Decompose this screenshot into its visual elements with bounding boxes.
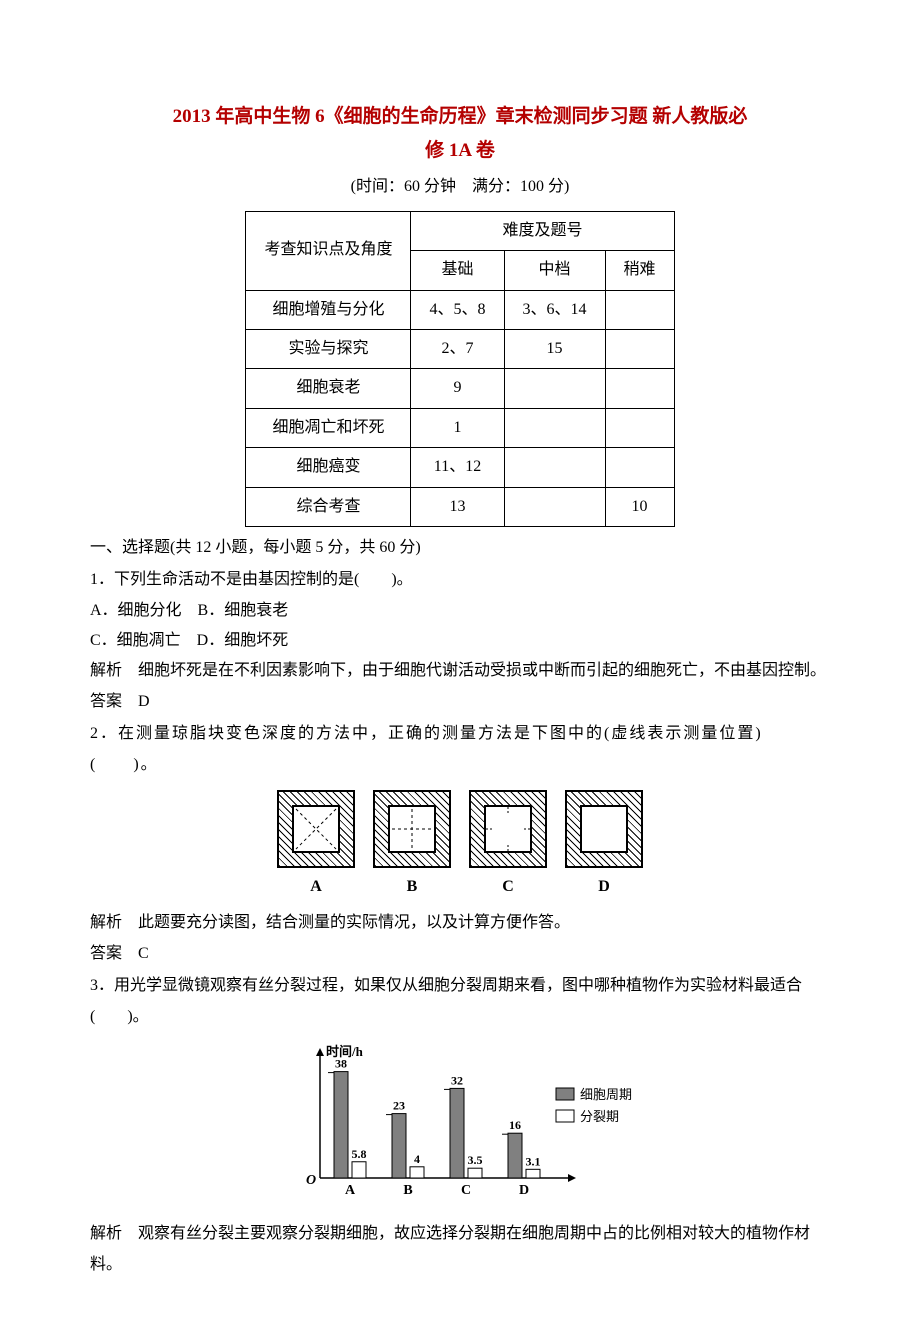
spec-cell: 13 — [411, 487, 504, 526]
spec-topic-header: 考查知识点及角度 — [246, 211, 411, 290]
svg-text:3.1: 3.1 — [526, 1154, 541, 1168]
spec-topic: 细胞增殖与分化 — [246, 290, 411, 329]
q2-stem: 2．在测量琼脂块变色深度的方法中，正确的测量方法是下图中的(虚线表示测量位置)(… — [90, 719, 830, 780]
doc-title-line2: 修 1A 卷 — [90, 134, 830, 168]
spec-cell — [605, 329, 674, 368]
q2-label-d: D — [598, 872, 610, 902]
q2-fig-b: B — [373, 790, 451, 902]
table-row: 细胞癌变11、12 — [246, 448, 674, 487]
table-row: 综合考查13 10 — [246, 487, 674, 526]
q2-label-c: C — [502, 872, 514, 902]
spec-col-2: 稍难 — [605, 251, 674, 290]
svg-text:5.8: 5.8 — [352, 1147, 367, 1161]
spec-cell — [605, 408, 674, 447]
q1-stem: 1．下列生命活动不是由基因控制的是( )。 — [90, 565, 830, 595]
q1-answer: 答案 D — [90, 687, 830, 717]
q2-explain: 解析 此题要充分读图，结合测量的实际情况，以及计算方便作答。 — [90, 908, 830, 938]
spec-cell: 4、5、8 — [411, 290, 504, 329]
document-page: 2013 年高中生物 6《细胞的生命历程》章末检测同步习题 新人教版必 修 1A… — [0, 0, 920, 1340]
spec-topic: 细胞凋亡和坏死 — [246, 408, 411, 447]
q2-fig-c: C — [469, 790, 547, 902]
spec-cell — [605, 290, 674, 329]
spec-cell — [504, 408, 605, 447]
spec-cell — [605, 369, 674, 408]
svg-text:38: 38 — [335, 1057, 347, 1071]
svg-text:3.5: 3.5 — [468, 1153, 483, 1167]
table-row: 细胞凋亡和坏死1 — [246, 408, 674, 447]
svg-text:B: B — [403, 1183, 412, 1198]
spec-cell: 9 — [411, 369, 504, 408]
svg-text:32: 32 — [451, 1073, 463, 1087]
spec-cell: 2、7 — [411, 329, 504, 368]
section-1-heading: 一、选择题(共 12 小题，每小题 5 分，共 60 分) — [90, 533, 830, 563]
spec-cell: 3、6、14 — [504, 290, 605, 329]
spec-col-0: 基础 — [411, 251, 504, 290]
svg-text:O: O — [306, 1173, 316, 1188]
spec-topic: 实验与探究 — [246, 329, 411, 368]
q3-explain: 解析 观察有丝分裂主要观察分裂期细胞，故应选择分裂期在细胞周期中占的比例相对较大… — [90, 1219, 830, 1280]
spec-cell — [504, 448, 605, 487]
svg-text:D: D — [519, 1183, 529, 1198]
table-row: 实验与探究2、715 — [246, 329, 674, 368]
spec-topic: 综合考查 — [246, 487, 411, 526]
spec-cell: 1 — [411, 408, 504, 447]
spec-cell — [504, 487, 605, 526]
q3-figure: 时间/hO385.8A234B323.5C163.1D细胞周期分裂期 — [90, 1042, 830, 1213]
q2-answer: 答案 C — [90, 939, 830, 969]
spec-col-1: 中档 — [504, 251, 605, 290]
q1-explain: 解析 细胞坏死是在不利因素影响下，由于细胞代谢活动受损或中断而引起的细胞死亡，不… — [90, 656, 830, 686]
q1-options-cd: C．细胞凋亡 D．细胞坏死 — [90, 626, 830, 656]
q1-options-ab: A．细胞分化 B．细胞衰老 — [90, 596, 830, 626]
svg-text:细胞周期: 细胞周期 — [580, 1087, 632, 1102]
table-row: 细胞衰老9 — [246, 369, 674, 408]
spec-cell: 15 — [504, 329, 605, 368]
q2-fig-a: A — [277, 790, 355, 902]
spec-cell — [504, 369, 605, 408]
spec-cell: 10 — [605, 487, 674, 526]
svg-text:23: 23 — [393, 1099, 405, 1113]
q2-label-b: B — [407, 872, 418, 902]
spec-cell: 11、12 — [411, 448, 504, 487]
q2-fig-d: D — [565, 790, 643, 902]
svg-text:4: 4 — [414, 1152, 420, 1166]
spec-topic: 细胞癌变 — [246, 448, 411, 487]
doc-subinfo: (时间：60 分钟 满分：100 分) — [90, 172, 830, 202]
spec-cell — [605, 448, 674, 487]
q2-figure: A B — [90, 790, 830, 902]
q2-label-a: A — [310, 872, 322, 902]
spec-topic: 细胞衰老 — [246, 369, 411, 408]
q3-stem: 3．用光学显微镜观察有丝分裂过程，如果仅从细胞分裂周期来看，图中哪种植物作为实验… — [90, 971, 830, 1032]
svg-text:A: A — [345, 1183, 356, 1198]
spec-diff-header: 难度及题号 — [411, 211, 674, 250]
doc-title-line1: 2013 年高中生物 6《细胞的生命历程》章末检测同步习题 新人教版必 — [90, 100, 830, 134]
table-row: 细胞增殖与分化4、5、83、6、14 — [246, 290, 674, 329]
svg-text:C: C — [461, 1183, 471, 1198]
svg-text:16: 16 — [509, 1118, 521, 1132]
svg-text:分裂期: 分裂期 — [580, 1109, 619, 1124]
spec-table: 考查知识点及角度 难度及题号 基础 中档 稍难 细胞增殖与分化4、5、83、6、… — [245, 211, 674, 527]
